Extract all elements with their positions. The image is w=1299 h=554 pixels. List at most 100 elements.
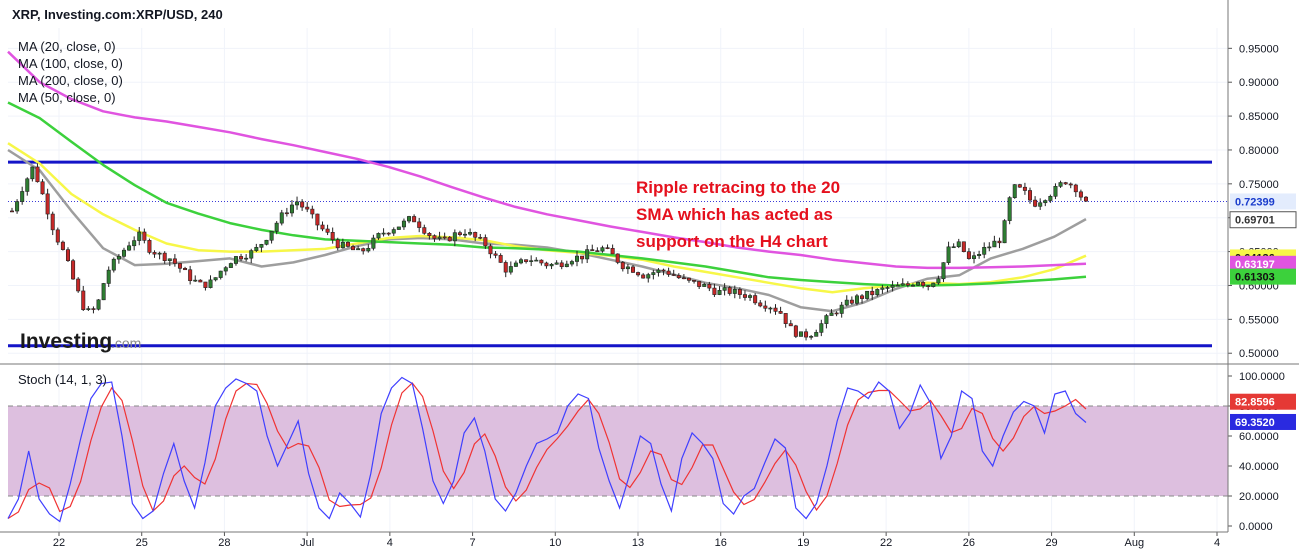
candle-body [132, 240, 137, 247]
stochastic-lines [7, 376, 1087, 523]
candle-body [987, 246, 992, 249]
candle-body [457, 232, 462, 235]
candle-body [804, 331, 809, 338]
candle-body [854, 295, 859, 304]
candle-body [447, 236, 452, 242]
candle-body [946, 246, 951, 263]
candle-body [849, 299, 854, 304]
candle-body [152, 252, 157, 255]
stochastic-label: Stoch (14, 1, 3) [18, 372, 107, 387]
candle-body [473, 232, 478, 238]
time-tick-label: 29 [1045, 537, 1057, 549]
candle-body [437, 236, 442, 239]
candles [10, 163, 1089, 341]
candle-body [860, 295, 865, 299]
ma100-value-badge-bg [1230, 268, 1296, 285]
candle-body [40, 181, 45, 195]
candle-body [417, 221, 422, 228]
candle-body [966, 251, 971, 259]
candle-body [493, 253, 498, 256]
moving-averages [7, 50, 1087, 313]
candle-body [264, 239, 269, 245]
candle-body [15, 201, 20, 212]
candle-body [335, 239, 340, 249]
value-badges: 0.723990.697010.641360.631970.6130382.85… [1229, 193, 1297, 430]
candle-body [508, 266, 513, 273]
candle-body [544, 262, 549, 267]
candle-body [478, 236, 483, 239]
stochastic-k-line [7, 376, 1087, 523]
candle-body [172, 258, 177, 264]
candle-body [483, 237, 488, 247]
candle-body [1007, 197, 1012, 221]
candle-body [1084, 196, 1089, 202]
candle-body [35, 166, 40, 183]
candle-body [961, 241, 966, 252]
candle-body [259, 244, 264, 248]
candle-body [45, 193, 50, 215]
candle-body [228, 263, 233, 268]
candle-body [605, 247, 610, 249]
candle-body [819, 323, 824, 333]
candle-body [351, 246, 356, 251]
candle-body [10, 210, 15, 213]
candle-body [778, 311, 783, 314]
candle-body [116, 256, 121, 260]
candle-body [330, 232, 335, 241]
price-tick-label: 0.90000 [1239, 77, 1279, 89]
candle-body [198, 279, 203, 283]
ma100-value-badge-label: 0.61303 [1235, 272, 1275, 284]
candle-body [921, 282, 926, 286]
candle-body [218, 270, 223, 278]
candle-body [1033, 199, 1038, 207]
candle-body [376, 233, 381, 239]
candle-body [600, 247, 605, 252]
candle-body [1017, 184, 1022, 188]
candle-body [193, 279, 198, 282]
candle-body [30, 166, 35, 180]
time-tick-label: 7 [470, 537, 476, 549]
candle-body [274, 222, 279, 232]
candle-body [239, 256, 244, 260]
candle-body [106, 269, 111, 284]
candle-body [233, 256, 238, 264]
candle-body [71, 260, 76, 280]
candle-body [427, 232, 432, 236]
candle-body [620, 262, 625, 270]
candle-body [809, 336, 814, 338]
candle-body [407, 216, 412, 222]
candle-body [96, 299, 101, 310]
candle-body [340, 241, 345, 249]
candle-body [977, 254, 982, 256]
candle-body [1058, 182, 1063, 187]
candle-body [142, 231, 147, 241]
candle-body [814, 332, 819, 337]
candle-body [773, 307, 778, 312]
candle-body [366, 247, 371, 252]
candle-body [519, 259, 524, 264]
annotation-line-3: support on the H4 chart [636, 232, 828, 251]
price-tick-label: 0.75000 [1239, 179, 1279, 191]
candle-body [488, 245, 493, 255]
candle-body [671, 274, 676, 276]
annotation-line-1: Ripple retracing to the 20 [636, 178, 840, 197]
time-tick-label: 19 [797, 537, 809, 549]
candle-body [1048, 196, 1053, 201]
time-tick-label: 26 [963, 537, 975, 549]
candle-body [870, 290, 875, 296]
candle-body [590, 249, 595, 251]
candle-body [722, 287, 727, 291]
legend-item-ma20: MA (20, close, 0) [18, 39, 116, 54]
candle-body [951, 246, 956, 249]
candle-body [1063, 182, 1068, 185]
candle-body [20, 191, 25, 202]
candle-body [1028, 190, 1033, 201]
moving-average-line [7, 50, 1087, 270]
candle-body [646, 274, 651, 279]
stoch-tick-label: 0.0000 [1239, 521, 1273, 533]
candle-body [157, 252, 162, 255]
stochastic-band-fill [8, 406, 1228, 496]
candle-body [615, 253, 620, 263]
candle-body [127, 245, 132, 251]
time-tick-label: 25 [136, 537, 148, 549]
